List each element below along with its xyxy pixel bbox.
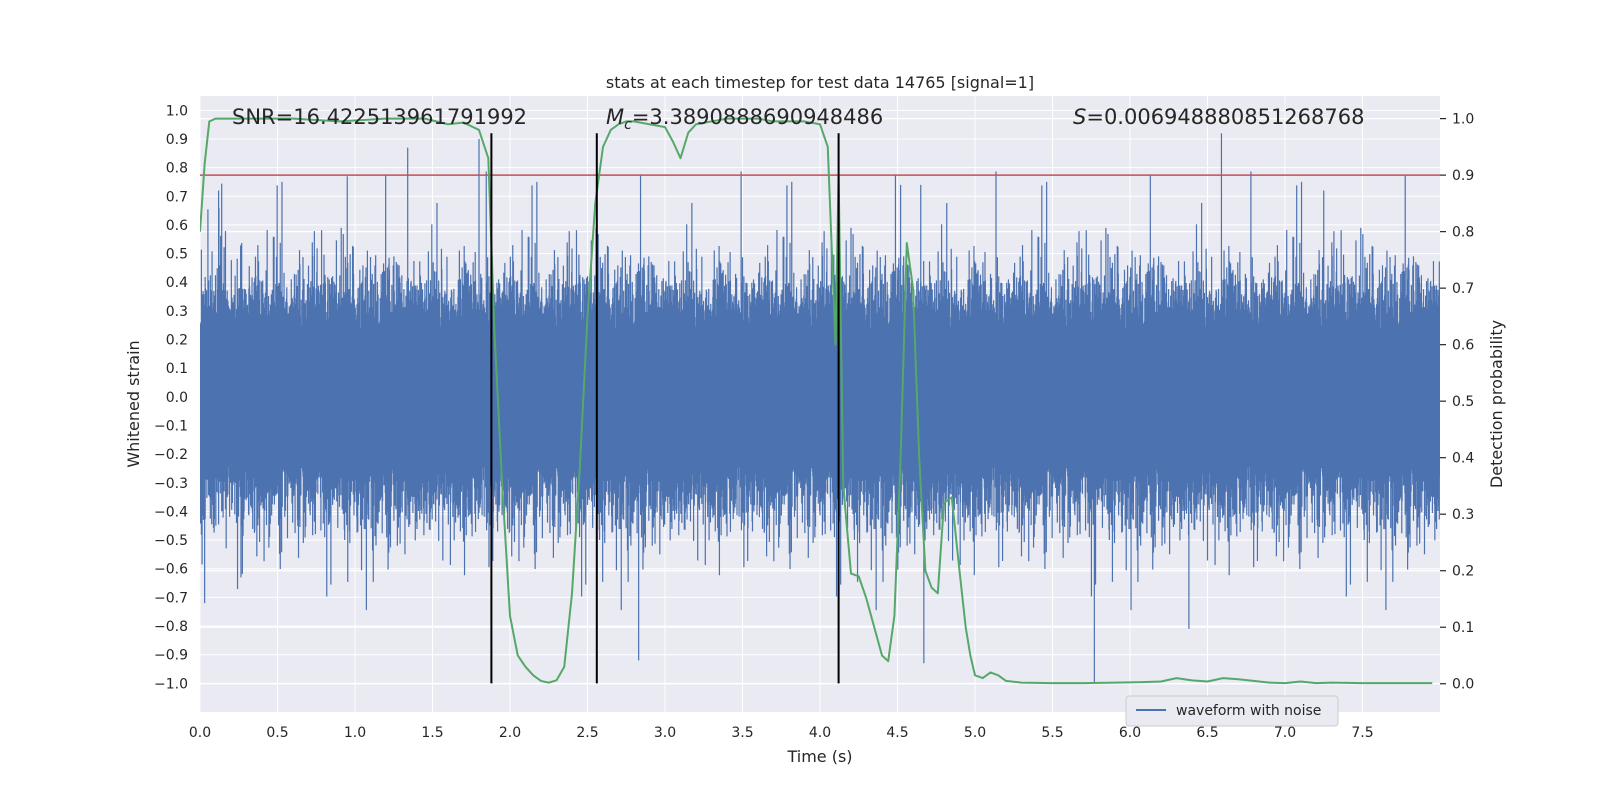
x-tick-label-7: 3.5 — [731, 725, 753, 741]
detection-probability-line — [200, 117, 1433, 685]
y-tick-label-8: 0.2 — [166, 333, 188, 349]
y-tick-label-16: −0.6 — [154, 562, 188, 578]
x-tick-label-12: 6.0 — [1119, 725, 1141, 741]
x-axis-label: Time (s) — [786, 747, 852, 766]
x-tick-label-1: 0.5 — [266, 725, 288, 741]
mc-value: =3.3890888690948486 — [632, 105, 883, 129]
x-tick-label-10: 5.0 — [964, 725, 986, 741]
legend: waveform with noise — [1125, 695, 1339, 727]
x-tick-label-15: 7.5 — [1351, 725, 1373, 741]
y-tick-label-0: 1.0 — [166, 103, 188, 119]
y2-tick-label-1: 0.9 — [1452, 168, 1474, 184]
y-tick-label-12: −0.2 — [154, 447, 188, 463]
y-tick-label-7: 0.3 — [166, 304, 188, 320]
s-symbol: S — [1073, 105, 1086, 129]
s-value: =0.006948880851268768 — [1086, 105, 1364, 129]
y2-tick-label-3: 0.7 — [1452, 281, 1474, 297]
y-axis-ticks: 1.0 0.9 0.8 0.7 0.6 0.5 0.4 0.3 0.2 0.1 0.0 −0.1 −0.… — [154, 103, 188, 692]
y-tick-label-10: 0.0 — [166, 390, 188, 406]
y-tick-label-2: 0.8 — [166, 161, 188, 177]
legend-box — [1125, 695, 1339, 727]
x-tick-label-9: 4.5 — [886, 725, 908, 741]
y-tick-label-6: 0.4 — [166, 275, 188, 291]
y2-axis-label: Detection probability — [1487, 320, 1506, 488]
x-tick-label-4: 2.0 — [499, 725, 521, 741]
x-tick-label-14: 7.0 — [1274, 725, 1296, 741]
x-tick-label-5: 2.5 — [576, 725, 598, 741]
s-annotation: S=0.006948880851268768 — [1073, 105, 1364, 129]
y-tick-label-17: −0.7 — [154, 590, 188, 606]
waveform-line — [200, 133, 1440, 684]
y-tick-label-14: −0.4 — [154, 504, 188, 520]
x-tick-label-3: 1.5 — [421, 725, 443, 741]
mc-annotation: Mc=3.3890888690948486 — [606, 105, 883, 133]
y2-tick-label-0: 1.0 — [1452, 112, 1474, 128]
snr-annotation: SNR=16.422513961791992 — [232, 105, 527, 129]
x-tick-label-8: 4.0 — [809, 725, 831, 741]
y2-tick-label-8: 0.2 — [1452, 564, 1474, 580]
y2-tick-label-2: 0.8 — [1452, 225, 1474, 241]
y2-tick-label-7: 0.3 — [1452, 507, 1474, 523]
y2-tick-label-5: 0.5 — [1452, 394, 1474, 410]
y-tick-label-11: −0.1 — [154, 418, 188, 434]
y2-tick-label-6: 0.4 — [1452, 451, 1474, 467]
y-tick-label-13: −0.3 — [154, 476, 188, 492]
x-tick-label-2: 1.0 — [344, 725, 366, 741]
y-tick-label-1: 0.9 — [166, 132, 188, 148]
y-tick-label-5: 0.5 — [166, 247, 188, 263]
x-tick-label-6: 3.0 — [654, 725, 676, 741]
y-tick-label-15: −0.5 — [154, 533, 188, 549]
waveform-series — [200, 133, 1440, 684]
y2-tick-label-9: 0.1 — [1452, 620, 1474, 636]
y2-tick-label-4: 0.6 — [1452, 338, 1474, 354]
detection-probability-group — [200, 117, 1433, 685]
x-tick-label-11: 5.5 — [1041, 725, 1063, 741]
y2-axis-ticks: 1.0 0.9 0.8 0.7 0.6 0.5 0.4 0.3 0.2 0.1 0.0 — [1440, 112, 1474, 693]
y-axis-label: Whitened strain — [124, 340, 143, 467]
mc-subscript: c — [624, 117, 632, 133]
event-markers — [490, 133, 840, 684]
y-tick-label-18: −0.8 — [154, 619, 188, 635]
y-tick-label-3: 0.7 — [166, 189, 188, 205]
x-tick-label-13: 6.5 — [1196, 725, 1218, 741]
x-tick-label-0: 0.0 — [189, 725, 211, 741]
legend-label: waveform with noise — [1176, 703, 1321, 719]
y-tick-label-4: 0.6 — [166, 218, 188, 234]
x-axis-ticks: 0.0 0.5 1.0 1.5 2.0 2.5 3.0 3.5 4.0 4.5 5.0 5.5 6.0 6… — [189, 725, 1374, 741]
y-tick-label-19: −0.9 — [154, 648, 188, 664]
y2-tick-label-10: 0.0 — [1452, 677, 1474, 693]
mc-symbol: M — [606, 105, 624, 129]
chart-title: stats at each timestep for test data 147… — [606, 73, 1034, 92]
y-tick-label-20: −1.0 — [154, 676, 188, 692]
y-tick-label-9: 0.1 — [166, 361, 188, 377]
